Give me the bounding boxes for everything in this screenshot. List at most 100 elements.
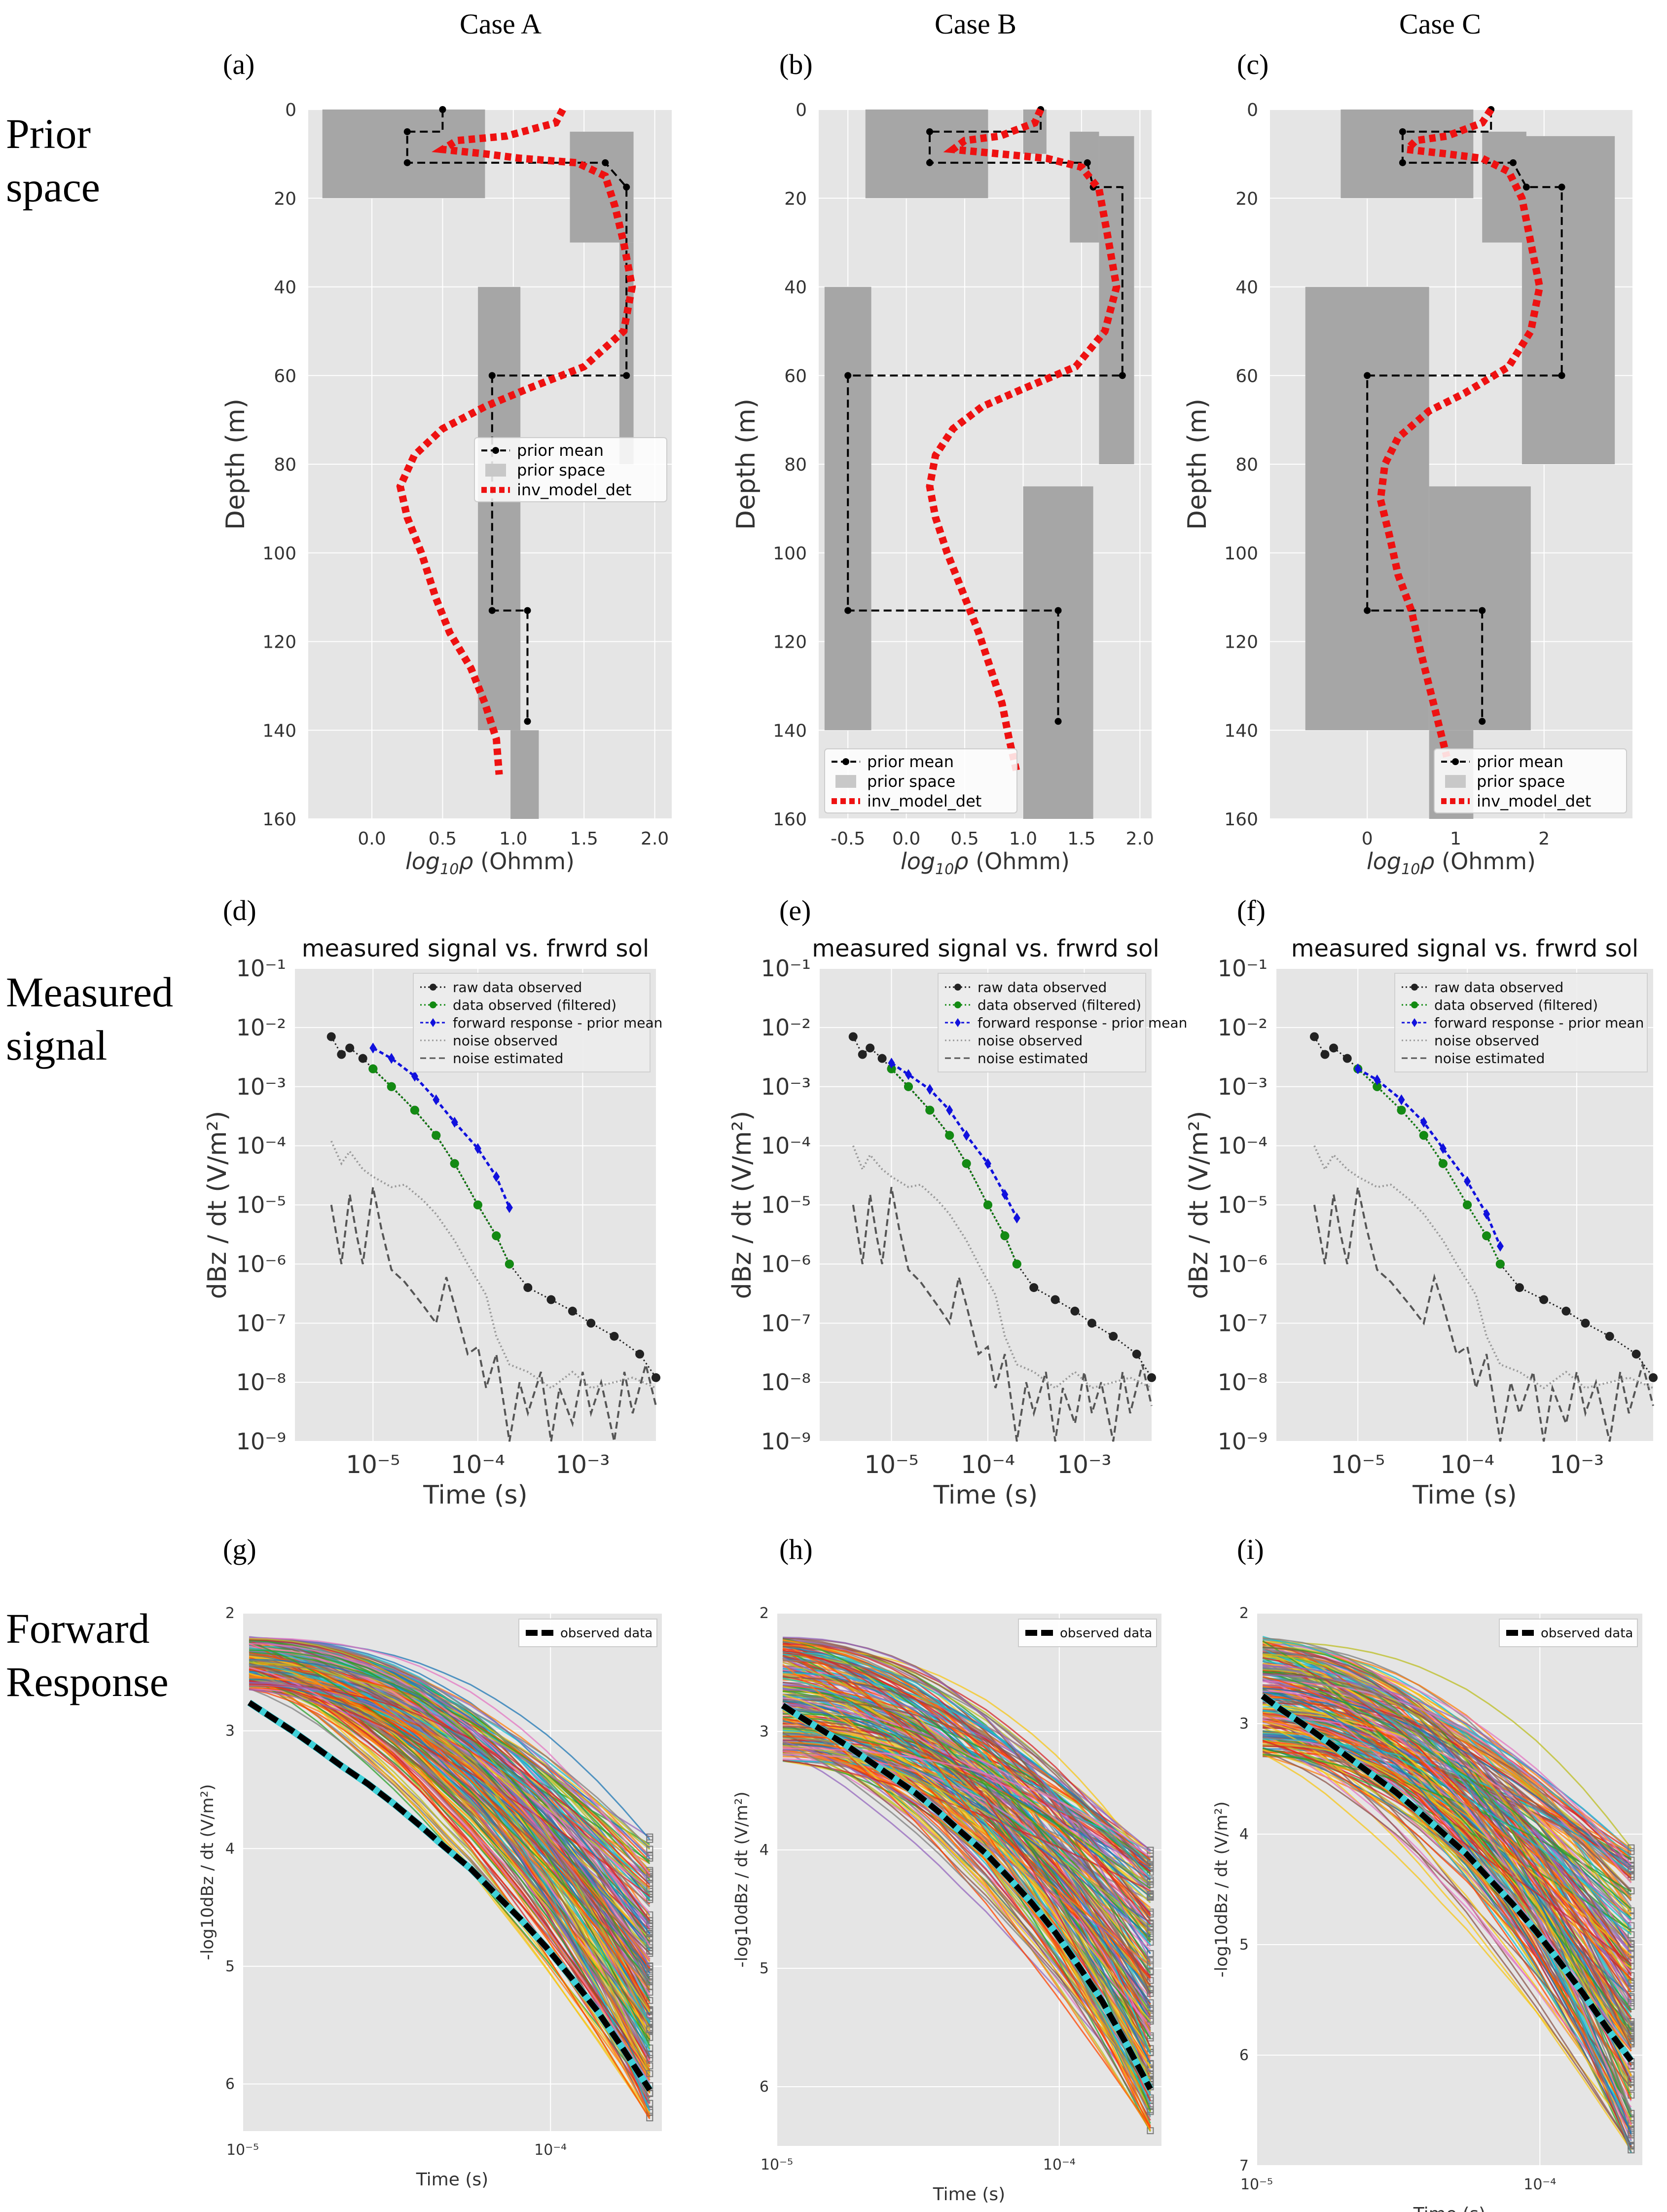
y-tick-label: 140 xyxy=(1224,721,1258,741)
x-tick-label: 0.5 xyxy=(429,829,457,849)
legend-label: noise estimated xyxy=(1434,1050,1545,1067)
panel-letter: (e) xyxy=(779,894,811,926)
prior-mean-marker xyxy=(844,372,852,379)
x-tick-label: 2 xyxy=(1538,829,1550,849)
prior-mean-marker xyxy=(1054,718,1062,725)
filtered-data-point xyxy=(1419,1131,1428,1140)
y-tick-label: 10⁻⁶ xyxy=(1218,1251,1268,1277)
x-axis-label: Time (s) xyxy=(423,1480,527,1510)
forward-response-point xyxy=(1001,1189,1009,1200)
raw-data-point xyxy=(586,1319,596,1328)
prior-mean-marker xyxy=(1558,372,1565,379)
filtered-data-line xyxy=(1357,1068,1501,1265)
forward-response-point xyxy=(1013,1213,1020,1224)
label-part: (Ohmm) xyxy=(969,848,1070,875)
y-axis-label: dBz / dt (V/m²) xyxy=(727,1111,757,1299)
raw-data-point xyxy=(1109,1331,1118,1341)
filtered-data-point xyxy=(432,1131,441,1140)
ensemble-line xyxy=(782,1694,1151,2022)
noise-observed-line xyxy=(852,1145,1152,1390)
ensemble-marker xyxy=(1628,1844,1635,1851)
filtered-data-point xyxy=(1000,1231,1010,1241)
raw-data-point xyxy=(337,1050,346,1059)
forward-response-point xyxy=(1420,1116,1427,1128)
forward-response-point xyxy=(946,1105,953,1116)
ensemble-line xyxy=(783,1726,1151,1987)
y-tick-label: 10⁻² xyxy=(1218,1014,1268,1041)
x-tick-label: 0.0 xyxy=(892,829,920,849)
y-tick-label: 80 xyxy=(1235,455,1258,475)
forward-response-point xyxy=(388,1053,395,1064)
panel-letter: (c) xyxy=(1237,48,1268,80)
ensemble-line xyxy=(1263,1646,1632,2049)
panel-letter: (b) xyxy=(779,48,813,80)
legend-label: inv_model_det xyxy=(1477,792,1591,811)
ensemble-line xyxy=(783,1698,1151,1867)
chart-title: measured signal vs. frwrd sol xyxy=(1291,935,1638,962)
y-axis-label: Depth (m) xyxy=(1183,399,1212,530)
x-tick-label: 1.5 xyxy=(570,829,598,849)
chart-title: measured signal vs. frwrd sol xyxy=(302,935,649,962)
y-tick-label: 10⁻⁴ xyxy=(236,1133,286,1159)
ensemble-line xyxy=(782,1677,1151,2104)
y-axis-label: dBz / dt (V/m²) xyxy=(203,1111,232,1299)
y-tick-label: 120 xyxy=(773,632,807,653)
prior-mean-marker xyxy=(926,159,933,166)
y-axis-label: Depth (m) xyxy=(731,399,761,530)
ensemble-marker xyxy=(1628,1862,1635,1869)
y-tick-label: 10⁻⁹ xyxy=(761,1428,811,1455)
raw-data-point xyxy=(1087,1319,1096,1328)
y-axis-label: -log10dBz / dt (V/m²) xyxy=(1212,1802,1232,1978)
forward-response-point xyxy=(411,1070,418,1082)
prior-mean-marker xyxy=(1509,159,1517,166)
y-tick-label: 5 xyxy=(760,1960,769,1977)
x-tick-label: 0 xyxy=(1362,829,1373,849)
raw-data-point xyxy=(1309,1032,1319,1041)
ensemble-line xyxy=(249,1682,651,1983)
ensemble-marker xyxy=(1147,1893,1154,1900)
filtered-data-point xyxy=(1397,1106,1406,1115)
filtered-data-point xyxy=(1373,1082,1382,1091)
y-axis-label: Depth (m) xyxy=(221,399,251,530)
legend-label: forward response - prior mean xyxy=(453,1015,662,1031)
legend-marker xyxy=(1412,1018,1417,1027)
legend: observed data xyxy=(1018,1619,1157,1647)
y-tick-label: 10⁻³ xyxy=(1218,1073,1268,1100)
forward-response-point xyxy=(888,1058,895,1069)
ensemble-line xyxy=(783,1747,1151,1853)
legend-box xyxy=(824,748,1017,813)
ensemble-marker xyxy=(646,1836,653,1843)
x-tick-label: 10⁻⁴ xyxy=(1523,2176,1556,2193)
y-tick-label: 100 xyxy=(1224,544,1258,564)
legend: observed data xyxy=(1499,1619,1638,1647)
legend-label: inv_model_det xyxy=(517,480,631,499)
y-tick-label: 40 xyxy=(1235,278,1258,298)
prior-mean-marker xyxy=(403,159,411,166)
legend-label: data observed (filtered) xyxy=(453,997,616,1013)
label-part: 10 xyxy=(440,861,459,878)
ensemble-line xyxy=(782,1722,1151,2082)
x-axis-label: Time (s) xyxy=(1412,1480,1517,1510)
ensemble-marker xyxy=(1147,1910,1154,1917)
column-title-c: Case C xyxy=(1399,8,1481,40)
legend-marker xyxy=(954,1001,961,1008)
row-label: Measured xyxy=(6,968,173,1016)
ensemble-line xyxy=(249,1637,651,1875)
ensemble-line xyxy=(1262,1709,1632,1920)
ensemble-line xyxy=(783,1713,1151,1943)
filtered-data-point xyxy=(387,1082,396,1091)
y-tick-label: 60 xyxy=(1235,366,1258,386)
y-tick-label: 100 xyxy=(262,544,296,564)
forward-response-point xyxy=(506,1202,513,1213)
forward-response-point xyxy=(1354,1063,1362,1074)
inversion-line xyxy=(926,108,1121,775)
y-tick-label: 10⁻⁹ xyxy=(1218,1428,1268,1455)
ensemble-marker xyxy=(1147,1933,1154,1941)
ensemble-line xyxy=(1262,1738,1632,2108)
legend-marker xyxy=(954,984,961,991)
row-label: signal xyxy=(6,1022,107,1069)
y-tick-label: 10⁻¹ xyxy=(1218,955,1268,982)
legend: observed data xyxy=(518,1619,657,1647)
ensemble-line xyxy=(782,1750,1151,2101)
